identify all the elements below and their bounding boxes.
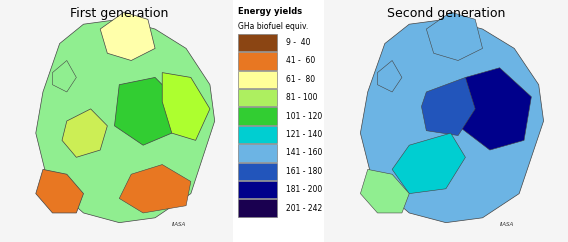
Polygon shape xyxy=(62,109,107,157)
Bar xyxy=(238,34,277,51)
Text: 161 - 180: 161 - 180 xyxy=(286,167,322,176)
Bar xyxy=(238,199,277,217)
Polygon shape xyxy=(36,19,215,223)
Text: First generation: First generation xyxy=(70,7,169,20)
Polygon shape xyxy=(378,60,402,92)
Text: 61 -  80: 61 - 80 xyxy=(286,75,315,84)
Polygon shape xyxy=(392,133,465,194)
Bar xyxy=(238,52,277,70)
Text: IIASA: IIASA xyxy=(172,222,186,227)
Polygon shape xyxy=(458,68,532,150)
Polygon shape xyxy=(361,169,409,213)
Bar xyxy=(238,107,277,125)
Bar xyxy=(238,89,277,106)
Text: 201 - 242: 201 - 242 xyxy=(286,204,322,213)
Text: GHa biofuel equiv.: GHa biofuel equiv. xyxy=(238,22,308,31)
Polygon shape xyxy=(115,77,179,145)
Text: Energy yields: Energy yields xyxy=(238,7,302,16)
Text: 121 - 140: 121 - 140 xyxy=(286,130,322,139)
Polygon shape xyxy=(100,12,155,61)
Text: 41 -  60: 41 - 60 xyxy=(286,56,315,66)
Bar xyxy=(238,181,277,198)
Text: 9 -  40: 9 - 40 xyxy=(286,38,311,47)
Text: 141 - 160: 141 - 160 xyxy=(286,148,323,158)
Bar xyxy=(238,144,277,162)
Text: IIASA: IIASA xyxy=(500,222,514,227)
Text: 81 - 100: 81 - 100 xyxy=(286,93,318,102)
Polygon shape xyxy=(36,169,83,213)
Polygon shape xyxy=(427,12,482,61)
Text: 181 - 200: 181 - 200 xyxy=(286,185,322,194)
Text: 101 - 120: 101 - 120 xyxy=(286,112,322,121)
Polygon shape xyxy=(119,165,191,213)
Polygon shape xyxy=(361,19,544,223)
Polygon shape xyxy=(421,77,475,136)
Bar xyxy=(238,126,277,143)
Polygon shape xyxy=(52,60,76,92)
Bar xyxy=(238,71,277,88)
Polygon shape xyxy=(162,73,210,140)
Text: Second generation: Second generation xyxy=(387,7,505,20)
Bar xyxy=(238,163,277,180)
